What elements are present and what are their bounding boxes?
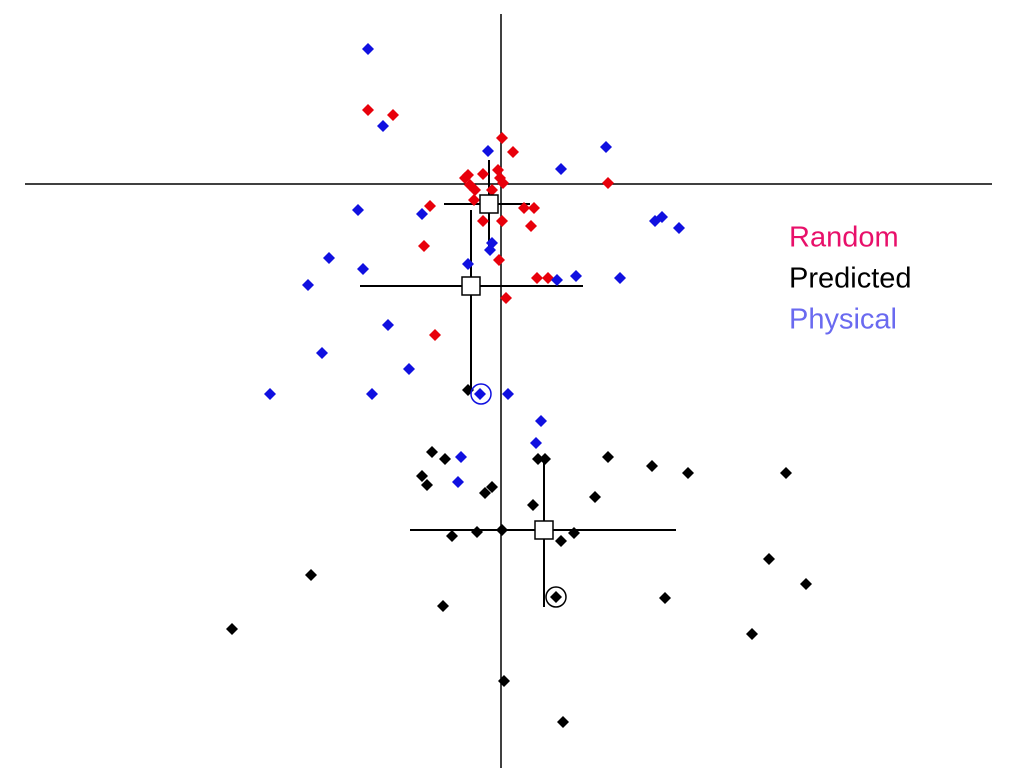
highlight-ring: [470, 383, 492, 405]
point: [437, 600, 449, 612]
point: [518, 202, 530, 214]
point: [362, 104, 374, 116]
point: [555, 163, 567, 175]
point: [659, 592, 671, 604]
point: [446, 530, 458, 542]
point: [452, 476, 464, 488]
point: [416, 470, 428, 482]
point: [403, 363, 415, 375]
legend-label: Predicted: [789, 263, 912, 295]
center-marker: [479, 194, 499, 214]
point: [535, 415, 547, 427]
point: [316, 347, 328, 359]
point: [352, 204, 364, 216]
point: [531, 272, 543, 284]
point: [550, 591, 562, 603]
point: [496, 132, 508, 144]
point: [496, 524, 508, 536]
point: [497, 177, 509, 189]
point: [424, 200, 436, 212]
point: [780, 467, 792, 479]
point: [602, 177, 614, 189]
point: [455, 451, 467, 463]
point: [429, 329, 441, 341]
point: [542, 272, 554, 284]
point: [477, 215, 489, 227]
point: [493, 254, 505, 266]
point: [498, 675, 510, 687]
point: [527, 499, 539, 511]
highlight-ring: [545, 586, 567, 608]
center-marker: [461, 276, 481, 296]
point: [528, 202, 540, 214]
point: [646, 460, 658, 472]
point: [305, 569, 317, 581]
point: [264, 388, 276, 400]
point: [656, 211, 668, 223]
point: [471, 526, 483, 538]
center-marker: [534, 520, 554, 540]
point: [763, 553, 775, 565]
legend-label: Physical: [789, 304, 897, 336]
point: [530, 437, 542, 449]
point: [366, 388, 378, 400]
point: [357, 263, 369, 275]
point: [418, 240, 430, 252]
point: [421, 479, 433, 491]
point: [468, 194, 480, 206]
point: [362, 43, 374, 55]
point: [302, 279, 314, 291]
point: [746, 628, 758, 640]
legend-label: Random: [789, 222, 899, 254]
point: [459, 172, 471, 184]
point: [477, 168, 489, 180]
point: [496, 215, 508, 227]
point: [500, 292, 512, 304]
point: [589, 491, 601, 503]
point: [682, 467, 694, 479]
point: [532, 453, 544, 465]
point: [382, 319, 394, 331]
point: [226, 623, 238, 635]
point: [557, 716, 569, 728]
point: [482, 145, 494, 157]
point: [387, 109, 399, 121]
point: [426, 446, 438, 458]
point: [673, 222, 685, 234]
point: [555, 535, 567, 547]
point: [539, 453, 551, 465]
point: [323, 252, 335, 264]
point: [474, 388, 486, 400]
point: [551, 274, 563, 286]
point: [486, 184, 498, 196]
point: [600, 141, 612, 153]
point: [416, 208, 428, 220]
point: [462, 258, 474, 270]
point: [484, 244, 496, 256]
point: [602, 451, 614, 463]
point: [570, 270, 582, 282]
point: [486, 481, 498, 493]
point: [800, 578, 812, 590]
point: [377, 120, 389, 132]
point: [502, 388, 514, 400]
point: [507, 146, 519, 158]
point: [614, 272, 626, 284]
point: [568, 527, 580, 539]
point: [479, 487, 491, 499]
point: [439, 453, 451, 465]
point: [525, 220, 537, 232]
point: [469, 184, 481, 196]
